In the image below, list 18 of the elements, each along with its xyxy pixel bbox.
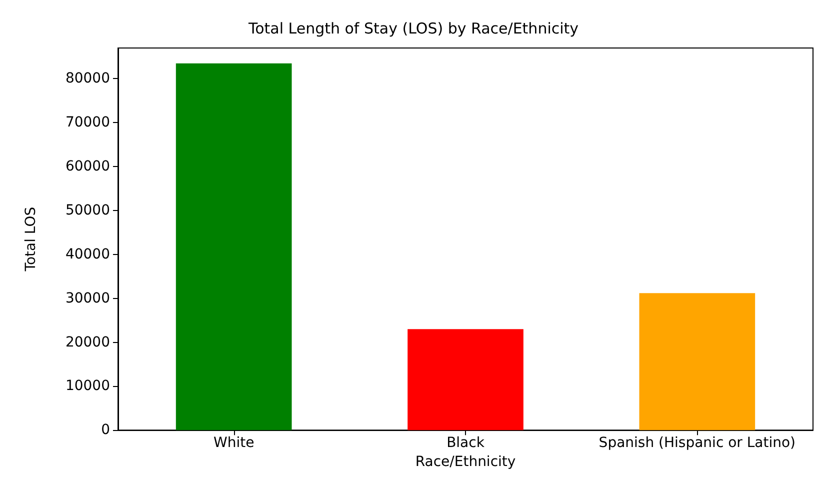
- x-tick-label: Black: [446, 435, 486, 452]
- y-tick-label: 30000: [65, 290, 110, 306]
- x-tick-label: White: [213, 435, 254, 452]
- y-tick-label: 60000: [65, 158, 110, 175]
- x-axis-title: Race/Ethnicity: [415, 454, 516, 470]
- y-tick-label: 20000: [65, 334, 110, 350]
- bar: [176, 63, 292, 430]
- y-tick-label: 80000: [65, 70, 110, 87]
- x-tick-label: Spanish (Hispanic or Latino): [598, 435, 796, 452]
- y-tick-label: 40000: [65, 246, 110, 262]
- y-tick-label: 10000: [65, 378, 110, 394]
- chart-title: Total Length of Stay (LOS) by Race/Ethnicity: [247, 20, 579, 38]
- bar: [639, 293, 756, 430]
- y-axis-title: Total LOS: [23, 206, 39, 272]
- y-tick-label: 0: [101, 422, 110, 438]
- y-tick-label: 50000: [65, 202, 110, 218]
- y-tick-label: 70000: [65, 114, 110, 131]
- bar: [408, 329, 524, 430]
